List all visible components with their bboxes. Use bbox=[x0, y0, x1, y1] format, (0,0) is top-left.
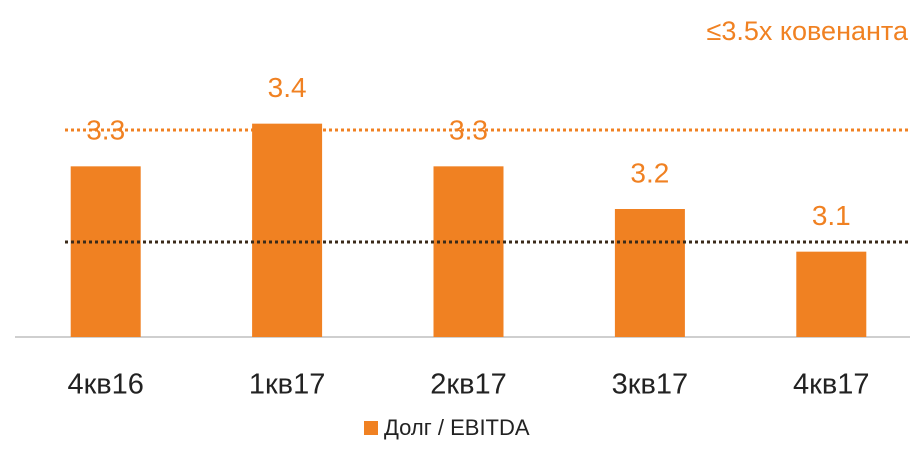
x-tick-label: 2кв17 bbox=[430, 369, 506, 401]
bar bbox=[796, 251, 867, 337]
x-tick-label: 4кв17 bbox=[793, 369, 869, 401]
value-label: 3.3 bbox=[449, 115, 488, 146]
x-tick-label: 4кв16 bbox=[67, 369, 143, 401]
value-label: 3.2 bbox=[630, 157, 669, 188]
bar bbox=[614, 209, 685, 337]
legend-swatch bbox=[364, 421, 378, 435]
value-label: 3.3 bbox=[86, 115, 125, 146]
bar bbox=[70, 166, 141, 337]
x-tick-label: 3кв17 bbox=[612, 369, 688, 401]
x-tick-label: 1кв17 bbox=[249, 369, 325, 401]
bar bbox=[252, 123, 323, 338]
annotation: ≤3.5x ковенанта bbox=[707, 16, 909, 46]
bar bbox=[433, 166, 504, 337]
value-label: 3.4 bbox=[268, 72, 307, 103]
value-label: 3.1 bbox=[812, 200, 851, 231]
legend-label: Долг / EBITDA bbox=[384, 415, 530, 440]
